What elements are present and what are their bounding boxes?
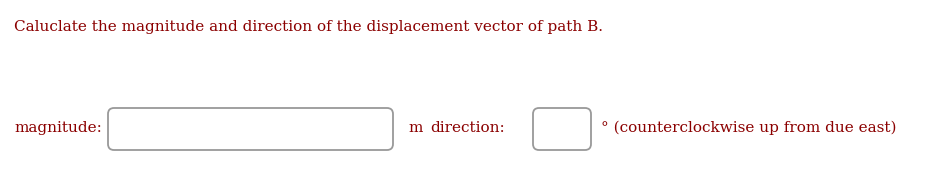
Text: direction:: direction:: [430, 121, 504, 135]
Text: m: m: [408, 121, 423, 135]
Text: ° (counterclockwise up from due east): ° (counterclockwise up from due east): [601, 121, 897, 135]
Text: Caluclate the magnitude and direction of the displacement vector of path B.: Caluclate the magnitude and direction of…: [14, 20, 603, 34]
FancyBboxPatch shape: [108, 108, 393, 150]
FancyBboxPatch shape: [533, 108, 591, 150]
Text: magnitude:: magnitude:: [14, 121, 101, 135]
